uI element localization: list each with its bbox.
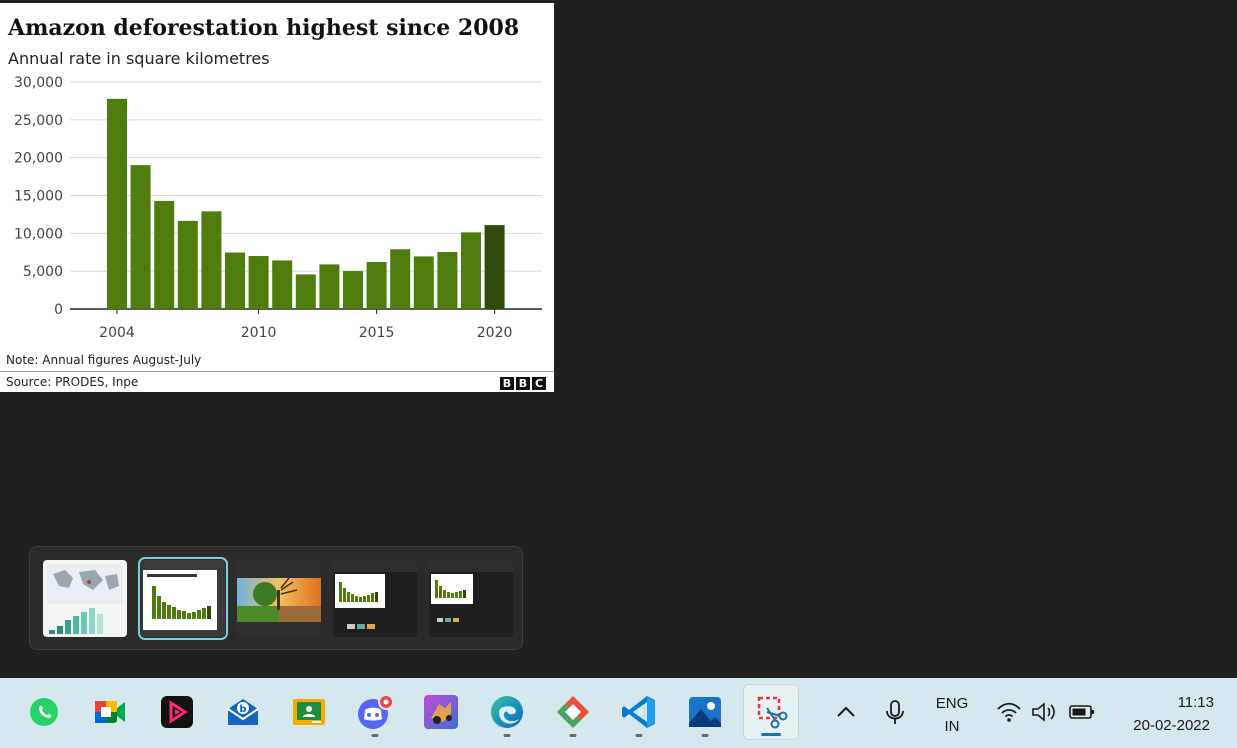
google-meet-button[interactable] bbox=[84, 684, 136, 740]
y-tick-label: 15,000 bbox=[14, 189, 63, 205]
vscode-button[interactable] bbox=[613, 684, 665, 740]
mail-app-icon: b bbox=[227, 699, 259, 725]
chart-bar bbox=[130, 165, 151, 309]
chart-bar bbox=[248, 256, 269, 309]
google-classroom-button[interactable] bbox=[283, 684, 335, 740]
media-app-icon bbox=[161, 696, 193, 728]
chart-image-window: 0 5,000 10,000 15,000 20,000 25,000 30,000 2004… bbox=[0, 3, 554, 392]
battery-icon bbox=[1069, 705, 1094, 719]
thumb-map-chart[interactable] bbox=[43, 560, 127, 637]
discord-icon bbox=[358, 694, 394, 729]
chart-bar bbox=[461, 232, 481, 309]
microphone-icon bbox=[886, 700, 904, 724]
chart-note: Note: Annual figures August-July bbox=[6, 353, 202, 367]
language-indicator-line1[interactable]: ENG bbox=[935, 695, 969, 712]
discord-button[interactable] bbox=[349, 684, 401, 740]
x-tick-label: 2010 bbox=[241, 325, 277, 341]
chart-bar bbox=[366, 262, 387, 309]
chart-bar bbox=[154, 200, 175, 309]
y-tick-label: 10,000 bbox=[14, 226, 63, 242]
bar-chart: 0 5,000 10,000 15,000 20,000 25,000 30,000 2004… bbox=[14, 75, 542, 341]
screenshot-preview bbox=[333, 560, 417, 629]
volume-button[interactable] bbox=[1031, 701, 1059, 728]
map-chart-preview bbox=[47, 564, 123, 634]
git-app-icon bbox=[557, 696, 589, 728]
thumb-deforestation-chart[interactable] bbox=[138, 557, 228, 640]
mail-app-button[interactable]: b bbox=[217, 684, 269, 740]
chart-bar bbox=[319, 264, 340, 309]
edge-icon bbox=[491, 696, 523, 728]
thumb-screenshot-2[interactable] bbox=[429, 560, 513, 637]
battery-button[interactable] bbox=[1068, 703, 1096, 726]
game-app-button[interactable] bbox=[415, 684, 467, 740]
running-indicator bbox=[569, 734, 577, 737]
wifi-button[interactable] bbox=[996, 701, 1022, 728]
y-tick-label: 25,000 bbox=[14, 113, 63, 129]
bbc-logo: B B C bbox=[500, 377, 546, 390]
chart-source: Source: PRODES, Inpe bbox=[6, 375, 139, 389]
thumb-landscape-photo[interactable] bbox=[237, 560, 321, 637]
google-meet-icon bbox=[95, 701, 125, 723]
taskbar bbox=[0, 678, 1237, 748]
speaker-icon bbox=[1032, 702, 1055, 722]
x-tick-label: 2015 bbox=[359, 325, 395, 341]
chart-bar bbox=[177, 220, 198, 309]
x-tick-label: 2020 bbox=[477, 325, 513, 341]
y-tick-label: 30,000 bbox=[14, 75, 63, 91]
screenshot-preview bbox=[429, 560, 513, 622]
media-app-button[interactable] bbox=[151, 684, 203, 740]
bbc-logo-letter: C bbox=[532, 377, 546, 390]
vscode-icon bbox=[622, 696, 655, 728]
whatsapp-icon bbox=[30, 698, 58, 726]
photos-icon bbox=[689, 697, 721, 727]
git-app-button[interactable] bbox=[547, 684, 599, 740]
whatsapp-button[interactable] bbox=[18, 684, 70, 740]
chart-bar bbox=[390, 249, 411, 309]
svg-text:b: b bbox=[239, 704, 246, 715]
chevron-up-icon bbox=[837, 706, 855, 717]
chart-bar bbox=[295, 274, 316, 309]
running-indicator bbox=[701, 734, 709, 737]
chart-subtitle: Annual rate in square kilometres bbox=[8, 49, 270, 68]
language-indicator-line2[interactable]: IN bbox=[944, 718, 960, 735]
bbc-logo-letter: B bbox=[500, 377, 514, 390]
running-indicator bbox=[635, 734, 643, 737]
chart-bar bbox=[437, 251, 458, 309]
clock-time[interactable]: 11:13 bbox=[1177, 694, 1214, 711]
running-indicator bbox=[371, 734, 379, 737]
landscape-photo-preview bbox=[237, 577, 321, 622]
wifi-icon bbox=[997, 702, 1021, 722]
game-app-icon bbox=[424, 695, 458, 729]
chart-bar bbox=[201, 211, 222, 309]
x-tick-label: 2004 bbox=[99, 325, 135, 341]
thumbnail-strip bbox=[29, 546, 523, 650]
bbc-logo-letter: B bbox=[516, 377, 530, 390]
photos-button[interactable] bbox=[679, 684, 731, 740]
chart-divider bbox=[0, 371, 554, 372]
active-indicator bbox=[761, 733, 781, 736]
y-tick-label: 20,000 bbox=[14, 151, 63, 167]
google-classroom-icon bbox=[293, 699, 325, 725]
running-indicator bbox=[503, 734, 511, 737]
chart-bar bbox=[413, 256, 434, 309]
y-tick-label: 0 bbox=[54, 302, 63, 318]
chart-title: Amazon deforestation highest since 2008 bbox=[8, 15, 520, 41]
snipping-tool-icon bbox=[757, 696, 788, 729]
chart-bar bbox=[343, 271, 363, 309]
show-hidden-icons-button[interactable] bbox=[834, 700, 858, 729]
thumb-screenshot-1[interactable] bbox=[333, 560, 417, 637]
deforestation-chart-preview bbox=[143, 570, 217, 630]
chart-bar bbox=[107, 98, 127, 309]
chart-bar bbox=[272, 260, 293, 309]
microphone-button[interactable] bbox=[884, 699, 906, 732]
snipping-tool-button[interactable] bbox=[743, 684, 799, 740]
chart-bar bbox=[484, 225, 505, 309]
chart-bar bbox=[225, 252, 245, 309]
edge-button[interactable] bbox=[481, 684, 533, 740]
clock-date[interactable]: 20-02-2022 bbox=[1133, 717, 1210, 734]
y-tick-label: 5,000 bbox=[23, 264, 63, 280]
